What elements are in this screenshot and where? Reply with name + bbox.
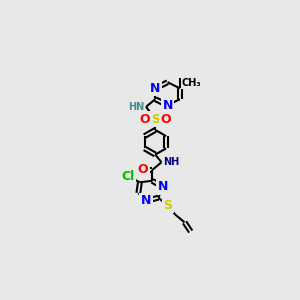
Text: S: S [151,113,160,126]
Text: NH: NH [163,157,179,167]
Text: CH₃: CH₃ [182,78,201,88]
Text: O: O [138,164,148,176]
Text: Cl: Cl [121,169,134,183]
Text: N: N [150,82,160,95]
Text: S: S [163,199,172,212]
Text: N: N [141,194,151,207]
Text: O: O [139,113,150,126]
Text: O: O [161,113,171,126]
Text: HN: HN [128,102,145,112]
Text: N: N [158,180,168,194]
Text: N: N [162,99,173,112]
